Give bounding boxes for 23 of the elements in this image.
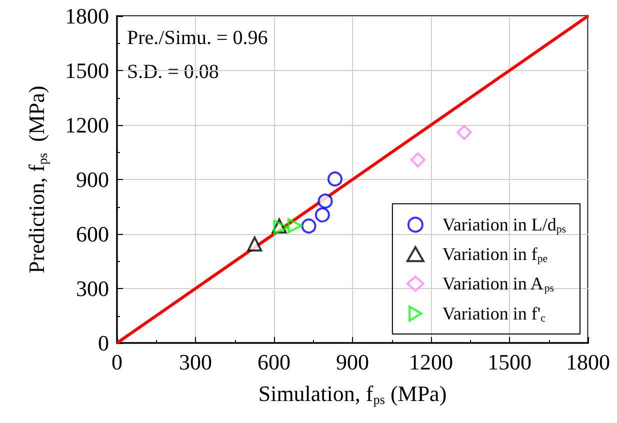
point [327, 171, 342, 186]
point [456, 124, 472, 140]
y-tick-label: 300 [76, 276, 109, 301]
point [318, 194, 333, 209]
y-tick-label: 1800 [65, 4, 109, 28]
point [314, 207, 330, 222]
y-tick-label: 600 [76, 222, 109, 246]
point [301, 218, 316, 234]
annotation: Pre./Simu. = 0.96 [127, 27, 268, 49]
x-tick-label: 1200 [409, 350, 453, 374]
x-tick-label: 1800 [566, 350, 610, 374]
y-tick-label: 0 [98, 330, 109, 356]
x-tick-label: 300 [179, 350, 212, 374]
x-tick-label: 1500 [488, 350, 532, 374]
point [247, 236, 262, 252]
y-tick-label: 900 [76, 167, 109, 192]
y-tick-label: 1200 [65, 112, 109, 138]
y-tick-label: 1500 [65, 58, 109, 83]
point [287, 218, 302, 234]
y-axis-title: Prediction, fps (MPa) [24, 86, 50, 274]
point [410, 152, 426, 168]
x-tick-label: 600 [258, 350, 290, 374]
x-tick-label: 900 [336, 350, 369, 374]
